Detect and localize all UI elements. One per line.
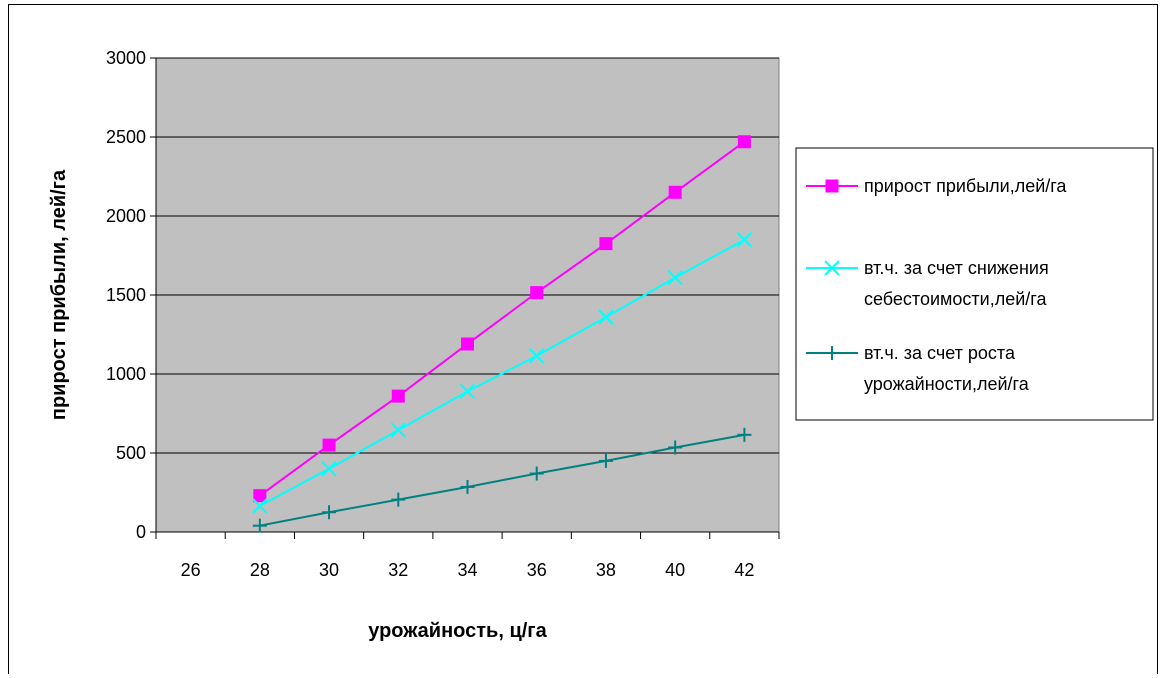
legend-item-2: вт.ч. за счет снижения себестоимости,лей/… bbox=[806, 258, 1049, 309]
data-point bbox=[252, 498, 268, 514]
plot-area bbox=[155, 57, 780, 533]
y-tick-label: 1000 bbox=[106, 364, 146, 384]
data-point bbox=[529, 348, 545, 364]
legend: прирост прибыли,лей/га вт.ч. за счет сниж… bbox=[795, 147, 1154, 421]
y-tick-label: 1500 bbox=[106, 285, 146, 305]
data-point bbox=[252, 518, 267, 533]
series-line bbox=[259, 140, 745, 497]
x-tick-label: 38 bbox=[596, 560, 616, 580]
legend-box bbox=[795, 147, 1154, 421]
x-tick-label: 40 bbox=[665, 560, 685, 580]
legend-marker bbox=[825, 179, 839, 193]
data-point bbox=[667, 269, 683, 286]
data-point bbox=[391, 389, 405, 403]
x-tick-label: 36 bbox=[527, 560, 547, 580]
marker-stroke bbox=[736, 231, 753, 248]
x-tick-label: 30 bbox=[319, 560, 339, 580]
data-point bbox=[322, 505, 337, 520]
series-line bbox=[259, 238, 745, 507]
marker-stroke bbox=[824, 260, 840, 276]
y-tick-label: 500 bbox=[116, 443, 146, 463]
data-point bbox=[737, 135, 751, 149]
chart-frame: 0 500 1000 1500 2000 2500 3000 26 28 30 32 34 36 38 40… bbox=[8, 4, 1158, 674]
series-group bbox=[252, 135, 753, 533]
x-tick-label: 42 bbox=[734, 560, 754, 580]
x-tick-label: 28 bbox=[250, 560, 270, 580]
data-point bbox=[253, 489, 267, 503]
legend-label: прирост прибыли,лей/га bbox=[864, 176, 1067, 196]
marker-stroke bbox=[667, 269, 683, 286]
data-point bbox=[598, 453, 613, 468]
data-point bbox=[322, 438, 336, 452]
series-2 bbox=[252, 231, 753, 514]
data-point bbox=[737, 427, 752, 442]
marker-stroke bbox=[459, 383, 476, 400]
legend-label: себестоимости,лей/га bbox=[864, 289, 1047, 309]
data-point bbox=[668, 185, 682, 199]
data-point bbox=[598, 309, 614, 325]
y-tick-label: 2500 bbox=[106, 127, 146, 147]
y-axis-title: прирост прибыли, лей/га bbox=[48, 169, 70, 420]
data-point bbox=[460, 479, 475, 494]
marker-stroke bbox=[598, 309, 614, 325]
marker-stroke bbox=[252, 498, 268, 514]
data-point bbox=[390, 422, 406, 438]
data-point bbox=[668, 440, 683, 455]
y-tick-label: 2000 bbox=[106, 206, 146, 226]
data-point bbox=[530, 286, 544, 300]
legend-item-1: прирост прибыли,лей/га bbox=[806, 176, 1067, 196]
data-point bbox=[321, 461, 337, 477]
x-tick-label: 32 bbox=[388, 560, 408, 580]
data-point bbox=[461, 337, 474, 351]
legend-label: урожайности,лей/га bbox=[864, 374, 1030, 394]
data-point bbox=[736, 231, 753, 248]
y-tick-label: 0 bbox=[136, 522, 146, 542]
x-tick-label: 26 bbox=[181, 560, 201, 580]
legend-label: вт.ч. за счет роста bbox=[864, 343, 1016, 363]
data-point bbox=[529, 466, 544, 481]
data-point bbox=[599, 237, 613, 251]
data-point bbox=[391, 492, 406, 507]
x-axis-title: урожайность, ц/га bbox=[368, 620, 547, 642]
line-chart: 0 500 1000 1500 2000 2500 3000 26 28 30 32 34 36 38 40… bbox=[48, 48, 1154, 642]
marker-stroke bbox=[321, 461, 337, 477]
series-3 bbox=[252, 427, 752, 533]
marker-stroke bbox=[529, 348, 545, 364]
legend-marker bbox=[824, 260, 840, 276]
legend-marker bbox=[825, 346, 839, 360]
x-tick-label: 34 bbox=[457, 560, 477, 580]
legend-item-3: вт.ч. за счет роста урожайности,лей/га bbox=[806, 343, 1030, 394]
series-line bbox=[259, 433, 745, 527]
marker-stroke bbox=[390, 422, 406, 438]
legend-label: вт.ч. за счет снижения bbox=[864, 258, 1049, 278]
y-tick-label: 3000 bbox=[106, 48, 146, 68]
data-point bbox=[459, 383, 476, 400]
series-1 bbox=[253, 135, 751, 503]
